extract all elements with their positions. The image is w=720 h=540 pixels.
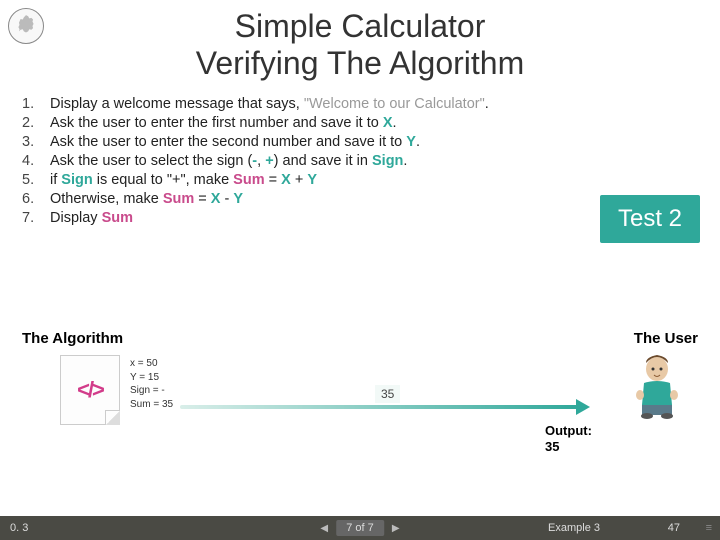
page-number: 47	[668, 522, 680, 534]
menu-icon[interactable]: ≡	[706, 522, 712, 534]
var-sign: Sign = -	[130, 384, 173, 398]
section-labels: The Algorithm The User	[0, 330, 720, 347]
gear-icon	[8, 8, 44, 44]
label-user: The User	[634, 330, 698, 347]
arrow-line	[180, 405, 580, 409]
step-number: 7.	[22, 210, 50, 226]
variable-block: x = 50 Y = 15 Sign = - Sum = 35	[130, 357, 173, 411]
diagram-area: </> x = 50 Y = 15 Sign = - Sum = 35 35 O…	[0, 355, 720, 465]
step-number: 4.	[22, 153, 50, 169]
output-value: 35	[545, 439, 559, 454]
algorithm-steps: 1.Display a welcome message that says, "…	[22, 96, 698, 226]
next-icon[interactable]: ▶	[388, 523, 404, 534]
step-number: 5.	[22, 172, 50, 188]
test-badge: Test 2	[600, 195, 700, 243]
output-block: Output: 35	[545, 423, 592, 456]
title-line2: Verifying The Algorithm	[0, 45, 720, 82]
step-number: 2.	[22, 115, 50, 131]
step-text: Ask the user to enter the first number a…	[50, 115, 698, 131]
step-text: if Sign is equal to "+", make Sum = X + …	[50, 172, 698, 188]
step-row: 6.Otherwise, make Sum = X - Y	[22, 191, 698, 207]
step-text: Ask the user to enter the second number …	[50, 134, 698, 150]
var-x: x = 50	[130, 357, 173, 371]
page-pill: 7 of 7	[336, 520, 384, 536]
version-label: 0. 3	[10, 522, 28, 534]
pager: ◀ 7 of 7 ▶	[316, 520, 404, 536]
step-text: Ask the user to select the sign (-, +) a…	[50, 153, 698, 169]
arrow-mid-label: 35	[375, 385, 400, 403]
slide-title: Simple Calculator Verifying The Algorith…	[0, 0, 720, 82]
code-doc-icon: </>	[60, 355, 120, 425]
user-icon	[632, 353, 682, 424]
example-label: Example 3	[548, 522, 600, 534]
footer-bar: 0. 3 ◀ 7 of 7 ▶ Example 3 47 ≡	[0, 516, 720, 540]
step-row: 5.if Sign is equal to "+", make Sum = X …	[22, 172, 698, 188]
step-row: 4.Ask the user to select the sign (-, +)…	[22, 153, 698, 169]
step-row: 2.Ask the user to enter the first number…	[22, 115, 698, 131]
step-number: 3.	[22, 134, 50, 150]
step-text: Display a welcome message that says, "We…	[50, 96, 698, 112]
step-number: 6.	[22, 191, 50, 207]
step-row: 7.Display Sum	[22, 210, 698, 226]
prev-icon[interactable]: ◀	[316, 523, 332, 534]
title-line1: Simple Calculator	[0, 8, 720, 45]
step-number: 1.	[22, 96, 50, 112]
step-row: 3.Ask the user to enter the second numbe…	[22, 134, 698, 150]
output-label: Output:	[545, 423, 592, 438]
var-sum: Sum = 35	[130, 398, 173, 412]
label-algorithm: The Algorithm	[22, 330, 123, 347]
step-row: 1.Display a welcome message that says, "…	[22, 96, 698, 112]
var-y: Y = 15	[130, 371, 173, 385]
